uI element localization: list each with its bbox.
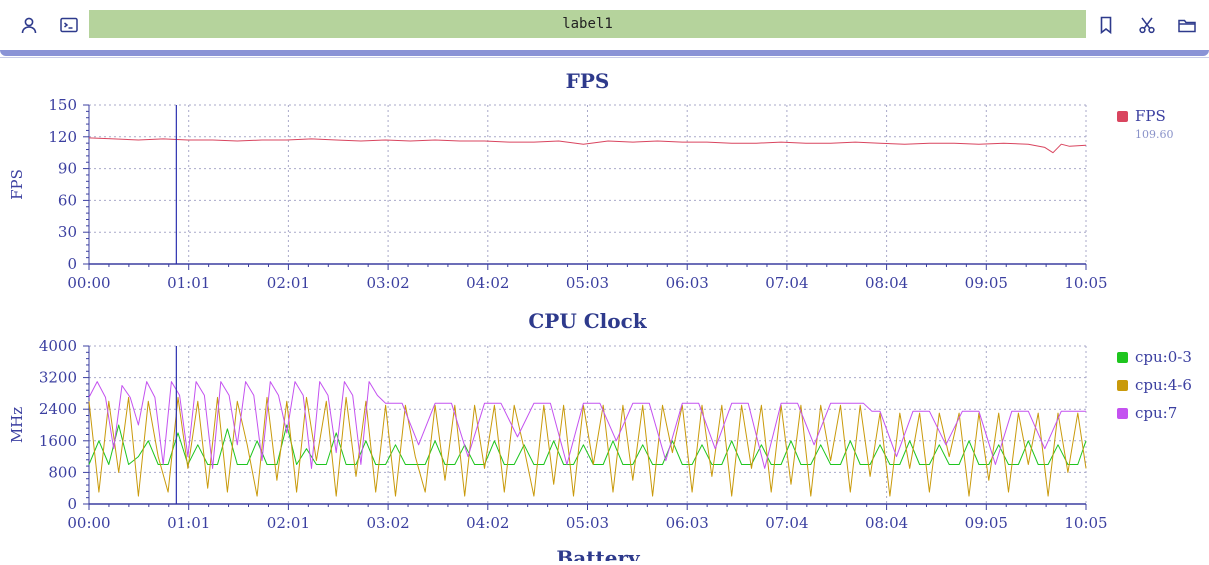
x-tick-label: 08:04 [865,514,908,532]
legend-swatch [1117,380,1128,391]
charts-svg: FPS FPS 0 30 60 90 120 150 00:00 01:01 02:01 03:02 0… [8,69,1192,565]
x-tick-label: 04:02 [466,514,509,532]
label-bar: label1 [89,10,1086,38]
chart-title: FPS [566,69,610,93]
x-tick-label: 08:04 [865,274,908,292]
y-tick-label: 90 [58,160,77,178]
legend-swatch [1117,408,1128,419]
x-tick-label: 02:01 [267,514,310,532]
x-tick-label: 09:05 [965,274,1008,292]
scissors-icon[interactable] [1132,10,1162,40]
y-tick-label: 150 [48,96,77,114]
y-tick-label: 1600 [39,432,77,450]
x-tick-label: 07:04 [765,514,808,532]
x-tick-label: 05:03 [566,274,609,292]
x-tick-label: 01:01 [167,274,210,292]
x-tick-label: 06:03 [666,274,709,292]
chart-title: Battery [556,546,641,561]
y-tick-label: 4000 [39,337,77,355]
x-tick-label: 09:05 [965,514,1008,532]
x-tick-label: 04:02 [466,274,509,292]
legend-label: cpu:0-3 [1135,348,1192,366]
x-tick-label: 00:00 [67,514,110,532]
y-tick-label: 800 [48,463,77,481]
y-tick-label: 3200 [39,369,77,387]
y-axis-label: FPS [8,169,26,200]
x-tick-label: 03:02 [366,514,409,532]
x-tick-label: 02:01 [267,274,310,292]
x-tick-label: 06:03 [666,514,709,532]
y-tick-label: 30 [58,223,77,241]
y-tick-label: 60 [58,191,77,209]
y-tick-label: 0 [67,495,77,513]
bookmark-icon[interactable] [1091,10,1121,40]
label-text: label1 [562,16,613,32]
y-tick-label: 2400 [39,400,77,418]
charts-area: FPS FPS 0 30 60 90 120 150 00:00 01:01 02:01 03:02 0… [0,57,1209,565]
x-tick-label: 10:05 [1064,274,1107,292]
y-tick-label: 120 [48,128,77,146]
legend-swatch [1117,352,1128,363]
legend-value: 109.60 [1135,128,1174,141]
legend-label: FPS [1135,107,1166,125]
folder-icon[interactable] [1172,10,1202,40]
y-axis-label: MHz [8,407,26,443]
legend-label: cpu:7 [1135,404,1177,422]
user-icon[interactable] [14,10,44,40]
series-line-cpu-7 [88,381,1086,469]
x-tick-label: 05:03 [566,514,609,532]
toolbar: label1 [0,0,1209,56]
series-line-fps [88,137,1087,154]
legend-label: cpu:4-6 [1135,376,1192,394]
x-tick-label: 07:04 [765,274,808,292]
terminal-icon[interactable] [54,10,84,40]
x-tick-label: 01:01 [167,514,210,532]
x-tick-label: 03:02 [366,274,409,292]
x-tick-label: 00:00 [67,274,110,292]
series-line-cpu-0-3 [88,424,1087,465]
y-tick-label: 0 [67,255,77,273]
legend-swatch [1117,111,1128,122]
series-line-cpu-4-6 [88,396,1087,497]
chart-title: CPU Clock [528,309,647,333]
x-tick-label: 10:05 [1064,514,1107,532]
